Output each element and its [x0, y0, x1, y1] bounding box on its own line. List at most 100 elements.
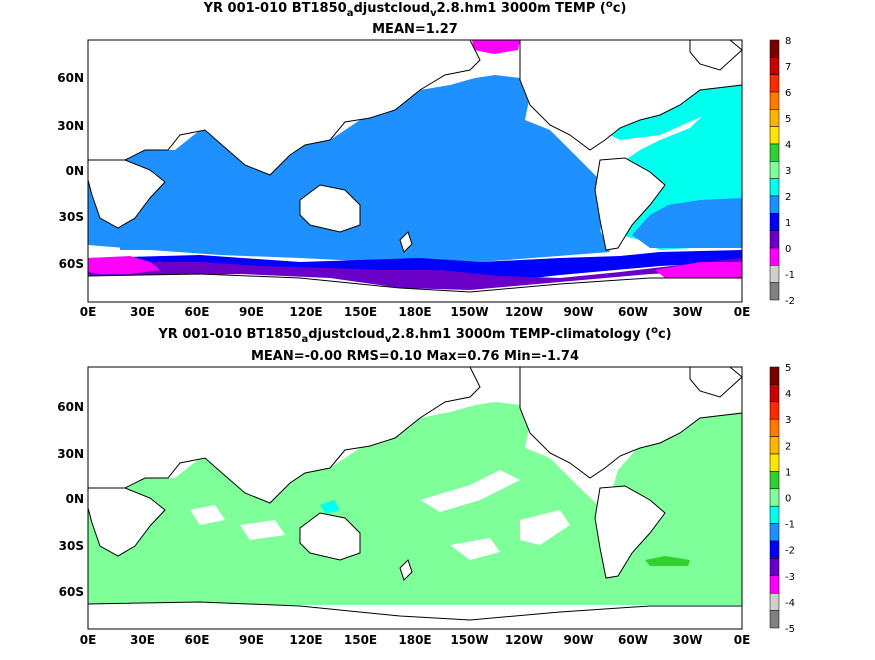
colorbar-swatch [769, 57, 780, 75]
colorbar-tick-label: 4 [785, 140, 791, 151]
map-2-africa [87, 487, 166, 557]
colorbar-swatch [769, 74, 780, 93]
map-1-new-zealand [399, 231, 413, 253]
lon-tick-label: 90E [239, 633, 264, 647]
colorbar-swatch [769, 610, 780, 629]
colorbar-swatch [769, 126, 780, 145]
lat-tick-label: 0N [66, 492, 84, 506]
colorbar-tick-label: 2 [785, 441, 791, 452]
colorbar-swatch [769, 523, 780, 542]
colorbar-swatch [769, 109, 780, 127]
lon-tick-label: 90W [564, 633, 594, 647]
map-1-lon-axis: 0E 30E 60E 90E 120E 150E 180E 150W 120W 90W 60W 30W… [80, 305, 751, 319]
lon-tick-label: 180E [398, 305, 431, 319]
map-1-eurasia [87, 39, 481, 176]
map-1-so-magenta-e [655, 262, 742, 280]
colorbar-swatch [769, 453, 780, 472]
map-2-north-america [519, 366, 743, 479]
map-1-continents [87, 39, 743, 303]
colorbar-tick-label: -3 [785, 572, 795, 583]
panel-1: YR 001-010 BT1850adjustcloudv2.8.hm1 300… [57, 0, 795, 319]
colorbar-tick-label: 2 [785, 192, 791, 203]
lon-tick-label: 120E [289, 633, 322, 647]
colorbar-swatch [769, 436, 780, 455]
map-2-ocean-field [88, 402, 742, 605]
colorbar-swatch [769, 39, 780, 58]
map-1-so-magenta-w [88, 256, 160, 274]
colorbar-tick-label: -1 [785, 270, 795, 281]
colorbar-tick-label: -2 [785, 296, 795, 307]
lon-tick-label: 30E [130, 633, 155, 647]
panel-2: YR 001-010 BT1850adjustcloudv2.8.hm1 300… [57, 325, 795, 647]
lon-tick-label: 150E [344, 633, 377, 647]
map-2-south-america [594, 485, 666, 579]
map-1-south-america [594, 157, 666, 251]
lat-tick-label: 60S [59, 257, 84, 271]
colorbar-tick-label: 1 [785, 218, 791, 229]
colorbar-tick-label: -2 [785, 546, 795, 557]
lon-tick-label: 90E [239, 305, 264, 319]
map-2-australia [299, 512, 361, 561]
colorbar-swatch [769, 143, 780, 162]
map-2-new-zealand [399, 559, 413, 581]
map-1 [87, 39, 743, 303]
colorbar-swatch [769, 558, 780, 577]
colorbar-2: 5 4 3 2 1 0 -1 -2 -3 -4 -5 [769, 363, 795, 635]
map-2-white-gaps [190, 470, 570, 560]
colorbar-swatch [769, 592, 780, 611]
lat-tick-label: 30N [57, 447, 84, 461]
map-2-green-patch-1 [645, 556, 690, 566]
map-1-africa [87, 159, 166, 229]
map-1-lat-axis: 60N 30N 0N 30S 60S [57, 71, 84, 271]
lat-tick-label: 30S [59, 539, 84, 553]
panel-2-stats: MEAN=-0.00 RMS=0.10 Max=0.76 Min=-1.74 [251, 349, 579, 364]
map-1-atlantic-deep [632, 198, 742, 248]
colorbar-swatch [769, 418, 780, 437]
panel-2-title: YR 001-010 BT1850adjustcloudv2.8.hm1 300… [157, 325, 671, 345]
lon-tick-label: 60E [185, 633, 210, 647]
map-2-eurasia [87, 366, 481, 504]
lat-tick-label: 60N [57, 400, 84, 414]
lon-tick-label: 120W [505, 305, 543, 319]
lon-tick-label: 30W [673, 633, 703, 647]
lon-tick-label: 0E [80, 633, 97, 647]
lon-tick-label: 60W [618, 633, 648, 647]
map-2-continents [87, 366, 743, 630]
colorbar-swatch [769, 161, 780, 179]
colorbar-tick-label: 5 [785, 114, 791, 125]
colorbar-swatch [769, 178, 780, 197]
colorbar-swatch [769, 505, 780, 524]
colorbar-swatch [769, 366, 780, 385]
lon-tick-label: 120E [289, 305, 322, 319]
lon-tick-label: 90W [564, 305, 594, 319]
colorbar-swatch [769, 384, 780, 403]
colorbar-tick-label: -1 [785, 520, 795, 531]
map-1-so-band1 [88, 250, 742, 285]
lat-tick-label: 0N [66, 164, 84, 178]
colorbar-tick-label: 8 [785, 36, 791, 47]
colorbar-tick-label: -5 [785, 624, 795, 635]
colorbar-tick-label: 0 [785, 494, 791, 505]
map-1-australia [299, 184, 361, 233]
lat-tick-label: 30N [57, 119, 84, 133]
lon-tick-label: 150W [450, 633, 488, 647]
lon-tick-label: 0E [80, 305, 97, 319]
colorbar-swatch [769, 91, 780, 110]
colorbar-swatch [769, 540, 780, 559]
colorbar-tick-label: 3 [785, 415, 791, 426]
colorbar-swatch [769, 247, 780, 266]
colorbar-swatch [769, 401, 780, 420]
lat-tick-label: 60S [59, 585, 84, 599]
lon-tick-label: 150E [344, 305, 377, 319]
lat-tick-label: 30S [59, 210, 84, 224]
colorbar-tick-label: 0 [785, 244, 791, 255]
colorbar-tick-label: -4 [785, 598, 795, 609]
panel-1-title: YR 001-010 BT1850adjustcloudv2.8.hm1 300… [203, 0, 627, 19]
colorbar-swatch [769, 488, 780, 507]
lon-tick-label: 180E [398, 633, 431, 647]
map-2 [87, 366, 743, 630]
colorbar-tick-label: 4 [785, 389, 791, 400]
map-1-north-america [519, 39, 743, 151]
map-2-lon-axis: 0E 30E 60E 90E 120E 150E 180E 150W 120W 90W 60W 30W… [80, 633, 751, 647]
